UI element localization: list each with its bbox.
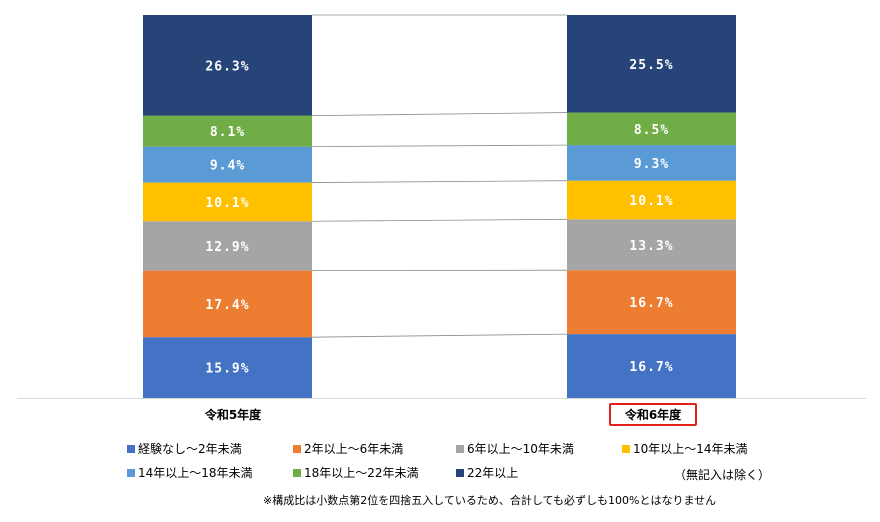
stacked-bar-chart: 15.9% 17.4% 12.9% 10.1% 9.4% 8.1% 26.3% 16.7% 16… [17,14,866,399]
bar-segment [143,146,312,183]
category-label-reiwa5: 令和5年度 [204,408,262,422]
legend-swatch [456,444,464,453]
category-label-reiwa6-highlighted: 令和6年度 [609,403,697,426]
data-label: 10.1% [205,196,249,211]
data-label: 16.7% [629,296,673,311]
legend-item-1: 2年以上～6年未満 [293,440,403,457]
chart-area: 15.9% 17.4% 12.9% 10.1% 9.4% 8.1% 26.3% 16.7% 16… [17,14,866,399]
legend-label: 18年以上～22年未満 [304,466,419,480]
legend-label: 経験なし～2年未満 [138,442,242,456]
bar-segment [567,334,736,398]
data-label: 10.1% [629,194,673,209]
legend-swatch [127,444,135,453]
series-connector-line [311,144,568,148]
bar-segment [143,15,312,116]
bar-segment [143,115,312,147]
data-label: 8.1% [210,125,245,140]
legend: 経験なし～2年未満 2年以上～6年未満 6年以上～10年未満 10年以上～14年… [0,440,880,490]
data-label: 9.4% [210,159,245,174]
bar-segment [567,180,736,220]
legend-label: 22年以上 [467,466,519,480]
legend-label: 10年以上～14年未満 [633,442,748,456]
legend-label: 14年以上～18年未満 [138,466,253,480]
bar-segment [143,337,312,398]
data-label: 8.5% [634,123,669,138]
legend-item-5: 18年以上～22年未満 [293,464,419,481]
data-label: 12.9% [205,240,249,255]
series-connector-line [311,218,568,222]
legend-swatch [293,468,301,477]
bar-segment [567,145,736,181]
series-connector-line [311,333,568,338]
data-label: 16.7% [629,360,673,375]
bar-segment [567,112,736,146]
bar-segment [567,15,736,113]
data-label: 25.5% [629,58,673,73]
legend-swatch [293,444,301,453]
legend-item-4: 14年以上～18年未満 [127,464,253,481]
bar-segment [567,270,736,335]
bar-segment [143,270,312,338]
legend-swatch [127,468,135,477]
data-label: 17.4% [205,298,249,313]
legend-item-2: 6年以上～10年未満 [456,440,574,457]
legend-item-6: 22年以上 [456,464,518,481]
data-label: 26.3% [205,59,249,74]
bar-segment [567,219,736,271]
legend-label: 6年以上～10年未満 [467,442,574,456]
data-label: 9.3% [634,157,669,172]
legend-label: 2年以上～6年未満 [304,442,404,456]
legend-swatch [622,444,630,453]
bar-segment [143,182,312,222]
legend-item-0: 経験なし～2年未満 [127,440,242,457]
data-label: 15.9% [205,362,249,377]
bar-segment [143,221,312,271]
series-connector-line [311,112,568,117]
series-connector-line [311,180,568,183]
data-label: 13.3% [629,239,673,254]
legend-swatch [456,468,464,477]
legend-item-3: 10年以上～14年未満 [622,440,748,457]
footnote: ※構成比は小数点第2位を四捨五入しているため、合計しても必ずしも100%とはなり… [263,494,717,507]
exclusion-note: （無記入は除く） [674,468,771,482]
